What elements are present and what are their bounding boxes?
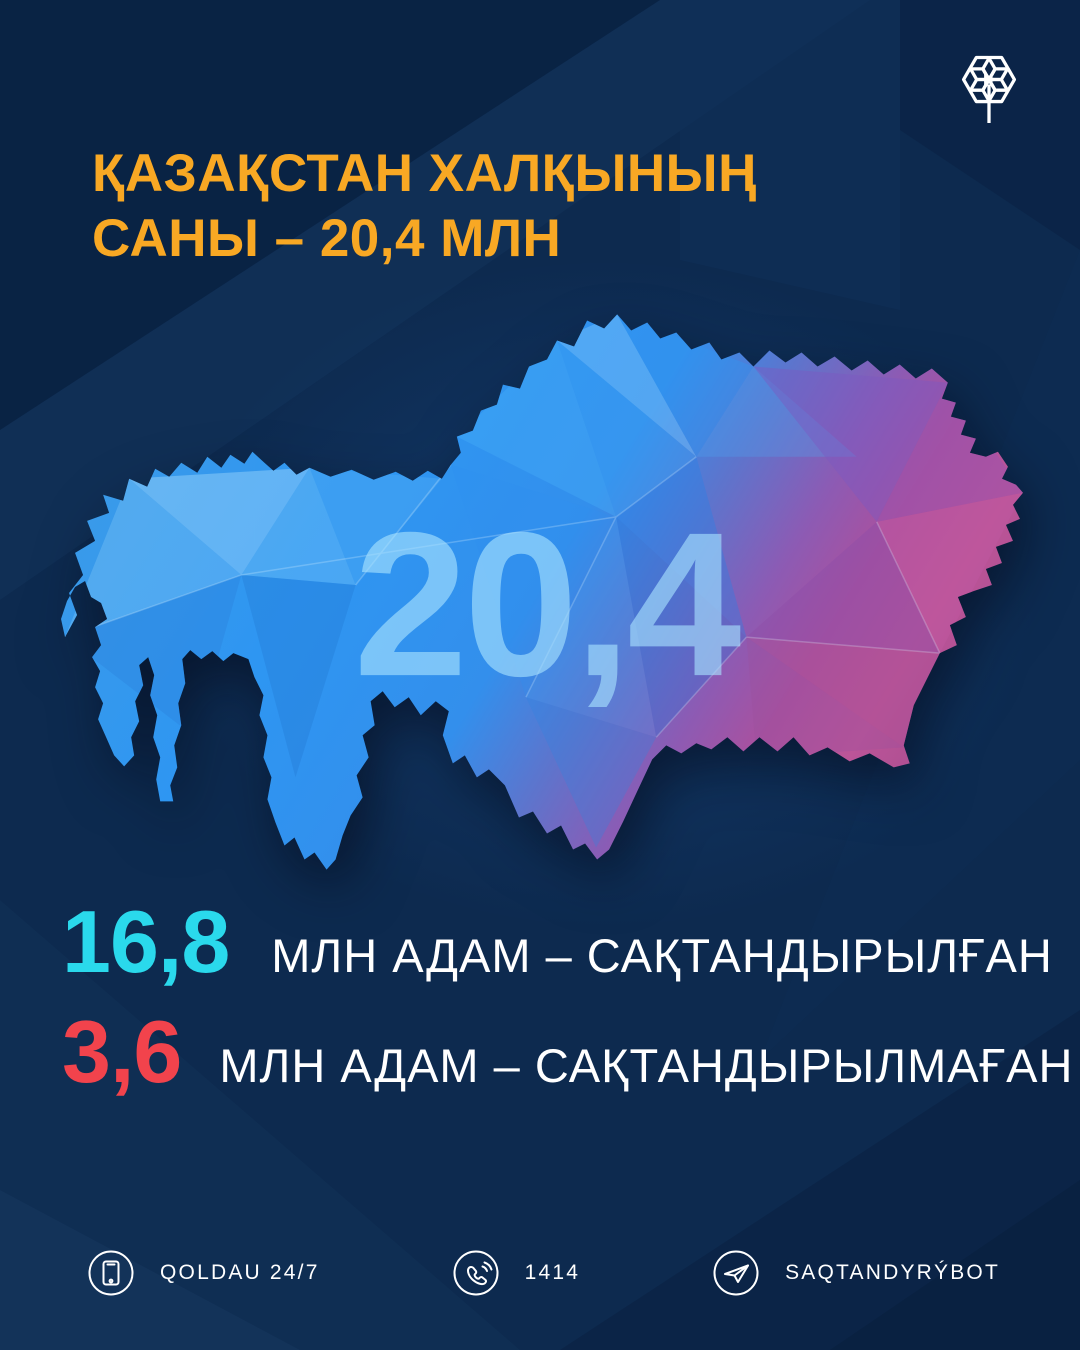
contact-item-phone: 1414	[453, 1250, 581, 1296]
fund-logo-icon	[961, 55, 1017, 123]
contact-item-support: QOLDAU 24/7	[88, 1250, 320, 1296]
paper-plane-icon	[713, 1250, 759, 1296]
contact-label: QOLDAU 24/7	[160, 1261, 320, 1284]
insured-value: 16,8	[62, 892, 230, 991]
smartphone-icon	[88, 1250, 134, 1296]
map-population-value: 20,4	[354, 489, 742, 719]
map-facets	[64, 314, 1023, 848]
kazakhstan-map: 20,4	[55, 306, 1027, 878]
title-line-2: САНЫ – 20,4 МЛН	[92, 208, 562, 268]
stats-list: 16,8 МЛН АДАМ – САҚТАНДЫРЫЛҒАН 3,6 МЛН А…	[62, 892, 1072, 1101]
phone-call-icon	[453, 1250, 499, 1296]
uninsured-label: МЛН АДАМ – САҚТАНДЫРЫЛМАҒАН	[219, 1039, 1074, 1092]
contact-label: SAQTANDYRÝBOT	[785, 1261, 1000, 1284]
contact-label: 1414	[524, 1261, 581, 1284]
stat-row-uninsured: 3,6 МЛН АДАМ – САҚТАНДЫРЫЛМАҒАН	[62, 1002, 1072, 1101]
contact-item-bot: SAQTANDYRÝBOT	[713, 1250, 1000, 1296]
insured-label: МЛН АДАМ – САҚТАНДЫРЫЛҒАН	[271, 929, 1053, 982]
title-line-1: ҚАЗАҚСТАН ХАЛҚЫНЫҢ	[92, 144, 757, 203]
page-title: ҚАЗАҚСТАН ХАЛҚЫНЫҢ САНЫ – 20,4 МЛН	[92, 142, 757, 271]
footer-contacts: QOLDAU 24/7 1414 SAQTANDY	[88, 1248, 1000, 1298]
uninsured-value: 3,6	[62, 1002, 182, 1101]
stat-row-insured: 16,8 МЛН АДАМ – САҚТАНДЫРЫЛҒАН	[62, 892, 1052, 991]
